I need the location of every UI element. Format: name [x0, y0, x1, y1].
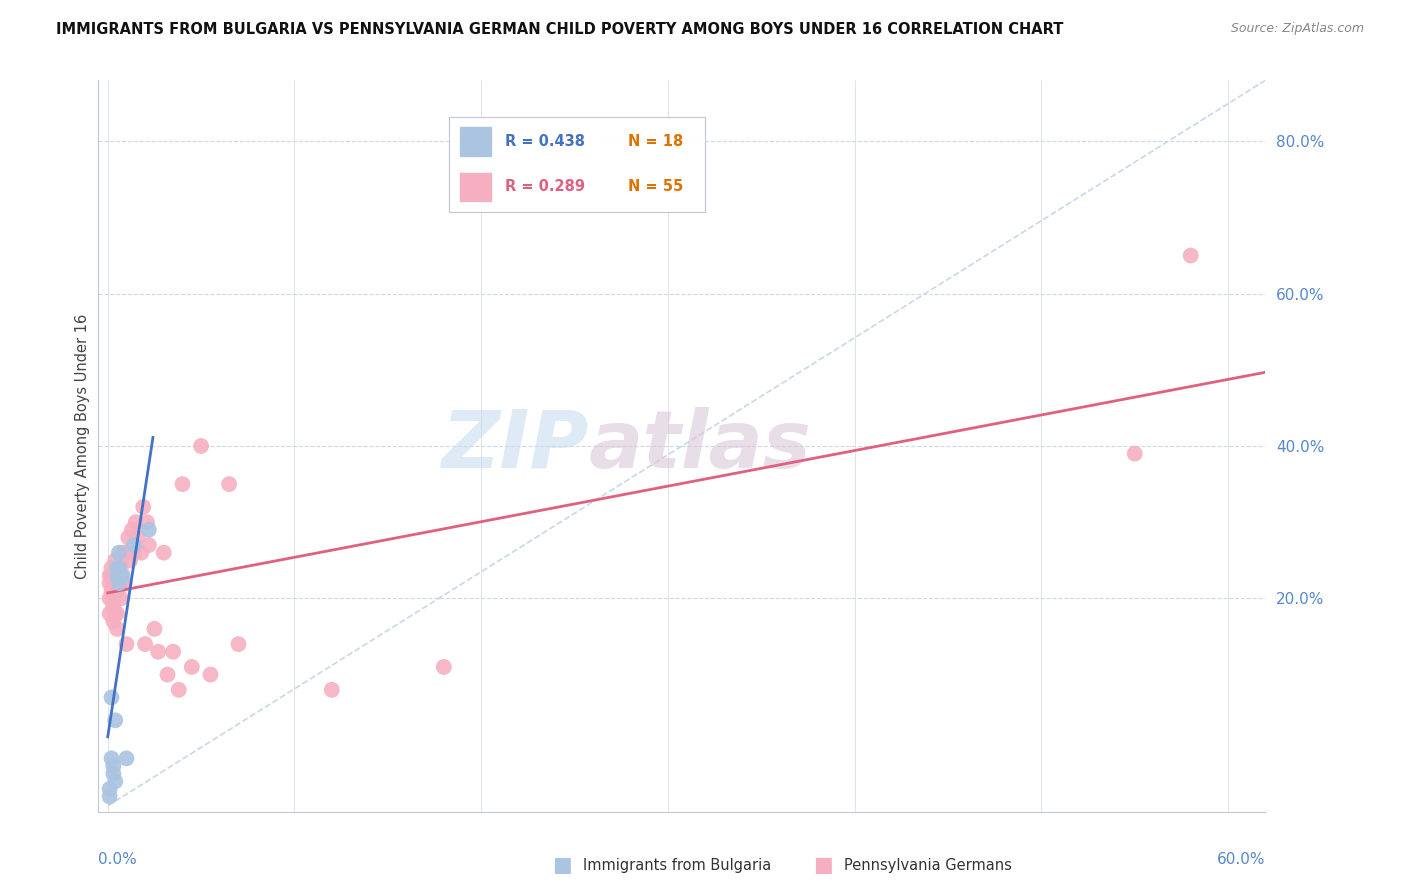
- Point: [152, 546, 174, 560]
- Point: [110, 591, 132, 606]
- Point: [115, 637, 138, 651]
- Point: [105, 622, 128, 636]
- Text: 60.0%: 60.0%: [1218, 852, 1265, 867]
- Point: [105, 561, 128, 575]
- Point: [156, 667, 179, 681]
- Point: [115, 546, 138, 560]
- Point: [138, 523, 160, 537]
- Point: [1180, 248, 1202, 262]
- Text: atlas: atlas: [589, 407, 811, 485]
- Point: [103, 591, 125, 606]
- Point: [190, 439, 212, 453]
- Point: [108, 546, 131, 560]
- Point: [1123, 447, 1146, 461]
- Point: [104, 576, 127, 591]
- Point: [138, 538, 160, 552]
- Point: [167, 682, 190, 697]
- Point: [122, 538, 145, 552]
- Point: [121, 523, 143, 537]
- Point: [125, 515, 148, 529]
- Point: [100, 690, 122, 705]
- Point: [111, 576, 134, 591]
- Point: [105, 568, 128, 582]
- Point: [132, 500, 155, 514]
- Point: [115, 751, 138, 765]
- Point: [120, 553, 142, 567]
- Point: [103, 766, 125, 780]
- Text: 0.0%: 0.0%: [98, 852, 138, 867]
- Point: [134, 637, 156, 651]
- Text: ZIP: ZIP: [441, 407, 589, 485]
- Text: ■: ■: [553, 855, 572, 875]
- Point: [136, 515, 159, 529]
- Point: [104, 774, 127, 789]
- Point: [108, 561, 131, 575]
- Point: [114, 576, 136, 591]
- Point: [105, 583, 128, 598]
- Point: [200, 667, 222, 681]
- Point: [218, 477, 240, 491]
- Point: [100, 568, 122, 582]
- Point: [98, 789, 121, 804]
- Point: [110, 553, 132, 567]
- Text: ■: ■: [813, 855, 832, 875]
- Point: [100, 561, 122, 575]
- Point: [111, 546, 134, 560]
- Point: [172, 477, 194, 491]
- Point: [143, 622, 166, 636]
- Point: [228, 637, 250, 651]
- Text: IMMIGRANTS FROM BULGARIA VS PENNSYLVANIA GERMAN CHILD POVERTY AMONG BOYS UNDER 1: IMMIGRANTS FROM BULGARIA VS PENNSYLVANIA…: [56, 22, 1063, 37]
- Point: [117, 530, 139, 544]
- Text: Source: ZipAtlas.com: Source: ZipAtlas.com: [1230, 22, 1364, 36]
- Point: [108, 576, 131, 591]
- Point: [108, 561, 131, 575]
- Point: [100, 583, 122, 598]
- Point: [103, 614, 125, 628]
- Point: [127, 530, 149, 544]
- Point: [98, 591, 121, 606]
- Point: [146, 645, 169, 659]
- Point: [104, 553, 127, 567]
- Point: [321, 682, 343, 697]
- Point: [131, 546, 153, 560]
- Y-axis label: Child Poverty Among Boys Under 16: Child Poverty Among Boys Under 16: [75, 313, 90, 579]
- Point: [111, 568, 134, 582]
- Point: [98, 781, 121, 796]
- Point: [100, 751, 122, 765]
- Point: [98, 576, 121, 591]
- Point: [110, 561, 132, 575]
- Point: [104, 714, 127, 728]
- Point: [105, 607, 128, 621]
- Point: [98, 607, 121, 621]
- Point: [180, 660, 202, 674]
- Point: [103, 576, 125, 591]
- Text: Pennsylvania Germans: Pennsylvania Germans: [844, 858, 1011, 872]
- Point: [98, 568, 121, 582]
- Text: Immigrants from Bulgaria: Immigrants from Bulgaria: [583, 858, 772, 872]
- Point: [162, 645, 184, 659]
- Point: [122, 546, 145, 560]
- Point: [103, 759, 125, 773]
- Point: [433, 660, 456, 674]
- Point: [104, 607, 127, 621]
- Point: [110, 568, 132, 582]
- Point: [105, 576, 128, 591]
- Point: [103, 599, 125, 613]
- Point: [108, 576, 131, 591]
